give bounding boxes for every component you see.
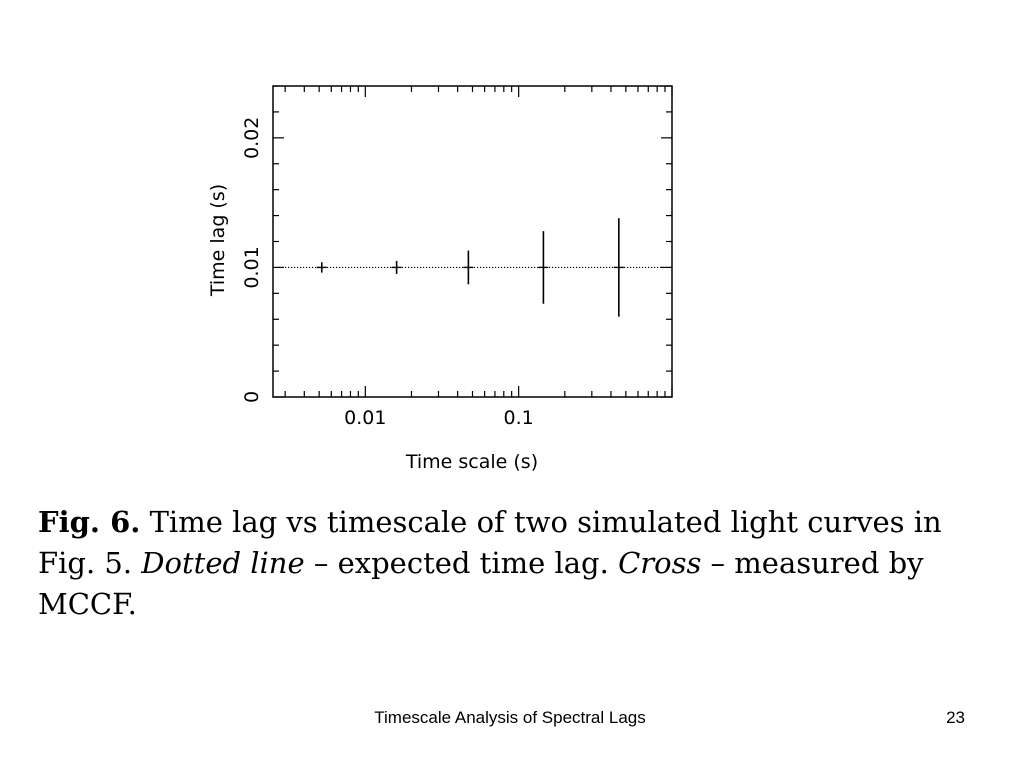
x-axis-tick-labels: 0.01 0.1 (344, 407, 534, 429)
x-tick-label: 0.01 (344, 407, 386, 429)
x-tick-label: 0.1 (504, 407, 534, 429)
caption-text-2: – expected time lag. (304, 546, 619, 580)
chart-time-lag-vs-timescale: 0.01 0.1 0 0.01 0.02 Time scale (s) Time la… (207, 85, 673, 473)
caption-text-3: – measured by MCCF. (38, 546, 924, 621)
y-tick-label: 0.02 (241, 117, 263, 159)
y-axis-label: Time lag (s) (207, 184, 229, 297)
x-axis-label: Time scale (s) (405, 451, 538, 473)
x-axis-ticks (284, 86, 673, 397)
footer-title: Timescale Analysis of Spectral Lags (374, 708, 646, 727)
figure-caption: Fig. 6. Time lag vs timescale of two sim… (38, 502, 988, 625)
y-axis-tick-labels: 0 0.01 0.02 (241, 117, 263, 403)
y-tick-label: 0 (241, 391, 263, 403)
y-tick-label: 0.01 (241, 246, 263, 288)
plot-frame (272, 85, 673, 398)
y-axis-ticks (273, 85, 672, 398)
caption-fig-label: Fig. 6. (38, 505, 141, 539)
caption-italic-cross: Cross (618, 546, 702, 580)
measured-points (316, 218, 624, 317)
caption-italic-dotted-line: Dotted line (141, 546, 305, 580)
page-number: 23 (946, 708, 965, 727)
caption-text-1: Time lag vs timescale of two simulated l… (38, 505, 942, 580)
